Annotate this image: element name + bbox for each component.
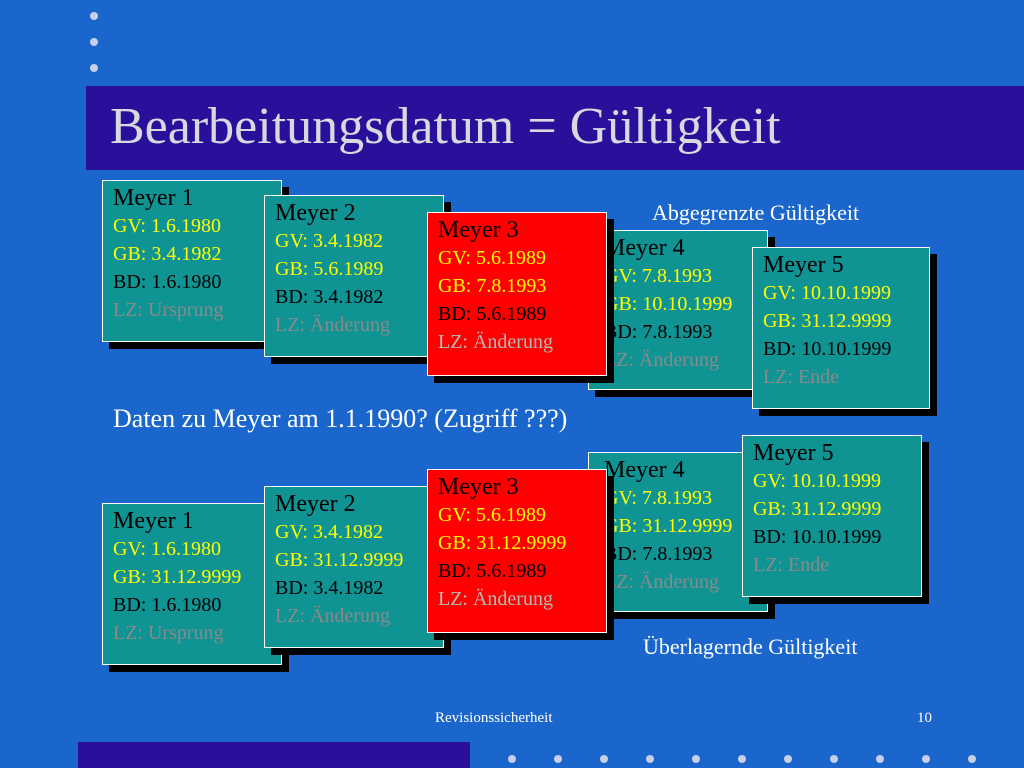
card-meyer-2-top: Meyer 2 GV: 3.4.1982 GB: 5.6.1989 BD: 3.… <box>264 195 444 357</box>
decor-dot <box>90 12 98 20</box>
card-lz: LZ: Ursprung <box>113 299 224 321</box>
card-meyer-1-bottom: Meyer 1 GV: 1.6.1980 GB: 31.12.9999 BD: … <box>102 503 282 665</box>
card-lz: LZ: Änderung <box>604 349 719 371</box>
card-gb: GB: 31.12.9999 <box>275 549 404 571</box>
card-gb: GB: 7.8.1993 <box>438 275 547 297</box>
card-bd: BD: 3.4.1982 <box>275 286 384 308</box>
card-meyer-3-top: Meyer 3 GV: 5.6.1989 GB: 7.8.1993 BD: 5.… <box>427 212 607 376</box>
decor-dot <box>600 755 608 763</box>
card-gv: GV: 5.6.1989 <box>438 247 546 269</box>
card-bd: BD: 10.10.1999 <box>753 526 882 548</box>
card-bd: BD: 5.6.1989 <box>438 303 547 325</box>
card-lz: LZ: Änderung <box>604 571 719 593</box>
card-gv: GV: 1.6.1980 <box>113 538 221 560</box>
card-gb: GB: 31.12.9999 <box>753 498 882 520</box>
card-meyer-1-top: Meyer 1 GV: 1.6.1980 GB: 3.4.1982 BD: 1.… <box>102 180 282 342</box>
card-meyer-5-top: Meyer 5 GV: 10.10.1999 GB: 31.12.9999 BD… <box>752 247 930 409</box>
card-gb: GB: 10.10.1999 <box>604 293 733 315</box>
card-lz: LZ: Änderung <box>275 605 390 627</box>
card-bd: BD: 10.10.1999 <box>763 338 892 360</box>
decor-dot <box>876 755 884 763</box>
card-meyer-4-bottom: Meyer 4 GV: 7.8.1993 GB: 31.12.9999 BD: … <box>588 452 768 612</box>
decor-dot <box>738 755 746 763</box>
card-bd: BD: 1.6.1980 <box>113 271 222 293</box>
decor-dot <box>922 755 930 763</box>
card-name: Meyer 5 <box>753 440 834 466</box>
card-lz: LZ: Änderung <box>438 331 553 353</box>
decor-dot <box>968 755 976 763</box>
card-gb: GB: 31.12.9999 <box>604 515 733 537</box>
card-gb: GB: 31.12.9999 <box>438 532 567 554</box>
card-gv: GV: 10.10.1999 <box>753 470 881 492</box>
title-bar <box>86 86 1024 170</box>
card-gv: GV: 7.8.1993 <box>604 265 712 287</box>
label-ueberlagernd: Überlagernde Gültigkeit <box>643 634 858 659</box>
decor-dot <box>90 38 98 46</box>
card-bd: BD: 5.6.1989 <box>438 560 547 582</box>
card-meyer-3-bottom: Meyer 3 GV: 5.6.1989 GB: 31.12.9999 BD: … <box>427 469 607 633</box>
card-gb: GB: 31.12.9999 <box>763 310 892 332</box>
decor-dot <box>692 755 700 763</box>
decor-dot <box>554 755 562 763</box>
card-gb: GB: 3.4.1982 <box>113 243 222 265</box>
card-lz: LZ: Ursprung <box>113 622 224 644</box>
page-number: 10 <box>917 710 932 726</box>
slide-title: Bearbeitungsdatum = Gültigkeit <box>110 98 781 155</box>
card-meyer-5-bottom: Meyer 5 GV: 10.10.1999 GB: 31.12.9999 BD… <box>742 435 922 597</box>
card-gv: GV: 3.4.1982 <box>275 521 383 543</box>
card-name: Meyer 5 <box>763 252 844 278</box>
card-meyer-4-top: Meyer 4 GV: 7.8.1993 GB: 10.10.1999 BD: … <box>588 230 768 390</box>
card-gv: GV: 10.10.1999 <box>763 282 891 304</box>
card-lz: LZ: Änderung <box>275 314 390 336</box>
decor-dot <box>90 64 98 72</box>
card-name: Meyer 3 <box>438 474 519 500</box>
card-name: Meyer 1 <box>113 508 194 534</box>
label-abgegrenzt: Abgegrenzte Gültigkeit <box>652 200 860 225</box>
card-bd: BD: 7.8.1993 <box>604 543 713 565</box>
decor-dot <box>830 755 838 763</box>
card-meyer-2-bottom: Meyer 2 GV: 3.4.1982 GB: 31.12.9999 BD: … <box>264 486 444 648</box>
footer-title: Revisionssicherheit <box>435 710 553 726</box>
decor-dot <box>784 755 792 763</box>
card-name: Meyer 4 <box>604 457 685 483</box>
card-bd: BD: 7.8.1993 <box>604 321 713 343</box>
card-gb: GB: 31.12.9999 <box>113 566 242 588</box>
card-gb: GB: 5.6.1989 <box>275 258 384 280</box>
decor-dot <box>646 755 654 763</box>
card-bd: BD: 3.4.1982 <box>275 577 384 599</box>
footer-bar <box>78 742 470 768</box>
card-gv: GV: 7.8.1993 <box>604 487 712 509</box>
card-name: Meyer 2 <box>275 491 356 517</box>
question-text: Daten zu Meyer am 1.1.1990? (Zugriff ???… <box>113 404 568 433</box>
card-name: Meyer 1 <box>113 185 194 211</box>
card-gv: GV: 5.6.1989 <box>438 504 546 526</box>
card-bd: BD: 1.6.1980 <box>113 594 222 616</box>
card-name: Meyer 3 <box>438 217 519 243</box>
card-lz: LZ: Ende <box>753 554 830 576</box>
card-gv: GV: 3.4.1982 <box>275 230 383 252</box>
decor-dot <box>508 755 516 763</box>
card-lz: LZ: Ende <box>763 366 840 388</box>
card-gv: GV: 1.6.1980 <box>113 215 221 237</box>
card-name: Meyer 2 <box>275 200 356 226</box>
card-lz: LZ: Änderung <box>438 588 553 610</box>
card-name: Meyer 4 <box>604 235 685 261</box>
